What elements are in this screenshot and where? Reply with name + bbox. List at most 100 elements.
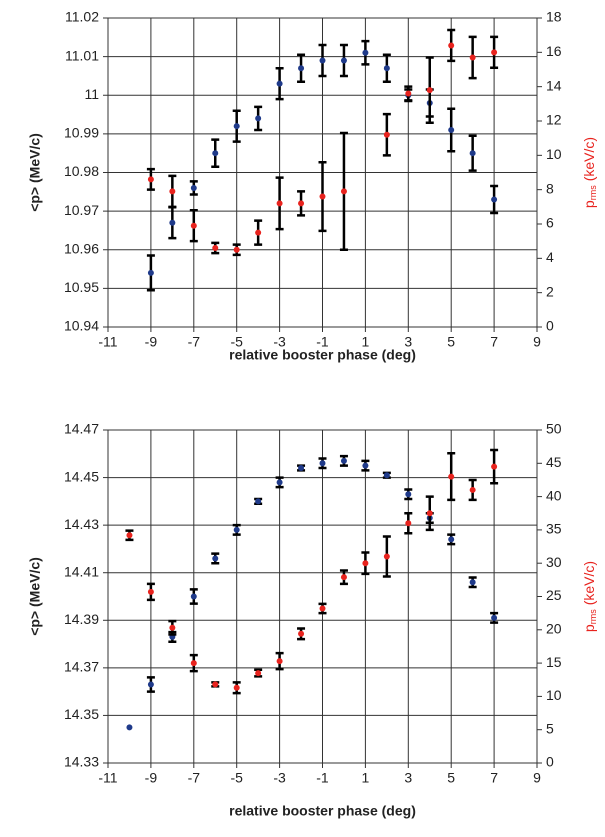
data-point	[190, 660, 197, 667]
y2-label-sub: rms	[588, 609, 598, 624]
y-tick-label: 10.95	[64, 279, 99, 295]
data-point	[212, 245, 219, 252]
data-point	[147, 681, 154, 688]
y-axis-label: <p> (MeV/c)	[27, 133, 43, 212]
data-point	[362, 560, 369, 567]
y-tick-label: 14.41	[64, 563, 99, 579]
data-point	[255, 498, 262, 505]
y2-tick-label: 10	[546, 146, 562, 162]
data-point	[383, 131, 390, 138]
data-point	[190, 184, 197, 191]
data-point	[405, 491, 412, 498]
x-tick-label: 1	[362, 770, 370, 786]
data-point	[276, 80, 283, 87]
data-point	[233, 684, 240, 691]
data-point	[448, 42, 455, 49]
x-tick-label: -11	[98, 334, 117, 350]
data-point	[491, 614, 498, 621]
data-point	[448, 127, 455, 134]
data-point	[383, 553, 390, 560]
y2-tick-label: 4	[546, 249, 554, 265]
x-tick-label: -7	[188, 334, 201, 350]
x-tick-label: -3	[273, 770, 286, 786]
data-point	[255, 115, 262, 122]
chart-panel: -11 -9 -7 -5 -3 -1 1 3 5 7 910.9410.9510.9610.9710…	[27, 9, 599, 363]
data-point	[190, 222, 197, 229]
y2-tick-label: 16	[546, 43, 562, 59]
y2-tick-label: 5	[546, 720, 554, 736]
x-tick-label: -9	[145, 334, 158, 350]
data-point	[169, 219, 176, 226]
x-tick-label: -1	[316, 770, 329, 786]
data-point	[255, 229, 262, 236]
y-tick-label: 10.96	[64, 240, 99, 256]
y-tick-label: 14.39	[64, 611, 99, 627]
y2-tick-label: 0	[546, 318, 554, 334]
data-point	[255, 670, 262, 677]
y2-tick-label: 15	[546, 654, 562, 670]
data-point	[233, 526, 240, 533]
data-point	[319, 605, 326, 612]
data-point	[147, 588, 154, 595]
data-point	[147, 269, 154, 276]
data-point	[298, 65, 305, 72]
y2-tick-label: 14	[546, 77, 562, 93]
y-tick-label: 14.33	[64, 754, 99, 770]
y2-tick-label: 6	[546, 215, 554, 231]
y2-tick-label: 25	[546, 587, 562, 603]
data-point	[469, 579, 476, 586]
data-point	[126, 532, 133, 539]
data-point	[340, 57, 347, 64]
data-point	[491, 196, 498, 203]
y2-tick-label: 2	[546, 283, 554, 299]
data-point	[212, 555, 219, 562]
y2-tick-label: 8	[546, 180, 554, 196]
data-point	[469, 486, 476, 493]
data-point	[491, 49, 498, 56]
y-tick-label: 14.45	[64, 468, 99, 484]
y2-tick-label: 50	[546, 421, 562, 437]
x-tick-label: 7	[490, 770, 498, 786]
data-point	[448, 536, 455, 543]
data-point	[383, 65, 390, 72]
y2-tick-label: 12	[546, 112, 562, 128]
y2-tick-label: 35	[546, 521, 562, 537]
x-tick-label: 3	[404, 334, 412, 350]
y2-label-unit: (keV/c)	[581, 137, 597, 181]
data-point	[362, 49, 369, 56]
y-tick-label: 14.35	[64, 706, 99, 722]
x-tick-label: -3	[273, 334, 286, 350]
x-axis-label: relative booster phase (deg)	[229, 347, 416, 363]
x-tick-label: -5	[230, 334, 243, 350]
data-point	[190, 593, 197, 600]
data-point	[405, 520, 412, 527]
data-point	[405, 90, 412, 97]
y2-tick-label: 0	[546, 754, 554, 770]
data-point	[426, 87, 433, 94]
data-point	[426, 510, 433, 517]
x-tick-label: 9	[533, 334, 541, 350]
x-tick-label: -5	[230, 770, 243, 786]
x-tick-label: 9	[533, 770, 541, 786]
x-tick-label: 7	[490, 334, 498, 350]
plot-frame	[107, 429, 538, 764]
x-tick-label: 1	[362, 334, 370, 350]
data-point	[340, 188, 347, 195]
data-point	[298, 200, 305, 207]
y-tick-label: 14.37	[64, 659, 99, 675]
y2-label-main: p	[581, 624, 597, 632]
x-tick-label: 5	[447, 334, 455, 350]
y2-tick-label: 40	[546, 487, 562, 503]
data-point	[319, 193, 326, 200]
data-point	[212, 681, 219, 688]
x-tick-label: 5	[447, 770, 455, 786]
data-point	[340, 574, 347, 581]
x-axis-label: relative booster phase (deg)	[229, 803, 416, 819]
data-point	[126, 724, 133, 731]
data-point	[383, 472, 390, 479]
data-point	[340, 457, 347, 464]
y-axis-label: <p> (MeV/c)	[27, 557, 43, 636]
data-point	[491, 463, 498, 470]
